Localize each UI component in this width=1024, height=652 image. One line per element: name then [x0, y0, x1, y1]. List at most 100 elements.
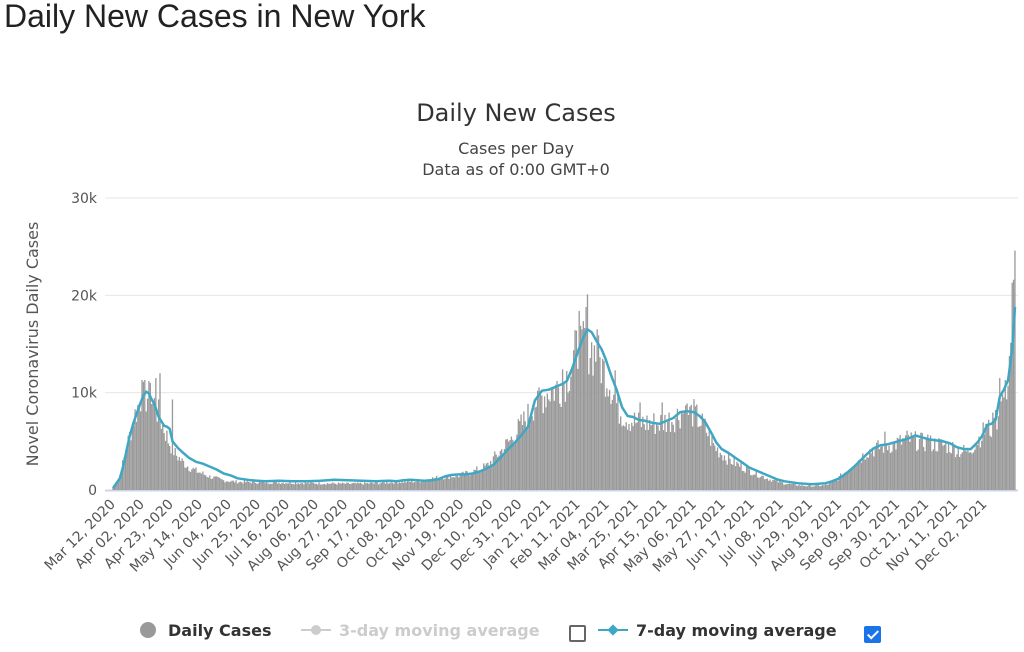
daily-case-bar	[647, 429, 650, 490]
daily-case-bar	[862, 453, 864, 490]
daily-case-bar	[335, 483, 337, 490]
daily-case-bar	[433, 478, 435, 490]
daily-case-bar	[462, 471, 464, 490]
daily-case-bar	[892, 441, 894, 490]
legend-item-7day-average[interactable]: 7-day moving average	[598, 618, 837, 642]
daily-case-bar	[366, 483, 369, 490]
daily-case-bar	[913, 436, 915, 490]
daily-case-bar	[1008, 355, 1011, 490]
daily-case-bar	[947, 441, 950, 490]
daily-case-bar	[953, 445, 955, 490]
daily-case-bar	[566, 370, 568, 490]
daily-case-bar	[618, 423, 620, 490]
daily-case-bar	[236, 483, 239, 490]
daily-case-bar	[138, 403, 140, 490]
daily-case-bar	[721, 455, 723, 490]
daily-case-bar	[530, 418, 532, 490]
daily-case-bar	[501, 449, 503, 490]
daily-case-bar	[539, 393, 542, 490]
toggle-3day-average-checkbox[interactable]	[569, 625, 586, 642]
daily-case-bar	[997, 416, 1000, 490]
daily-case-bar	[222, 480, 225, 490]
daily-case-bar	[928, 440, 930, 490]
daily-case-bar	[449, 476, 452, 490]
daily-case-bar	[852, 468, 854, 490]
daily-case-bar	[646, 415, 648, 490]
daily-case-bar	[467, 473, 470, 490]
daily-case-bar	[326, 483, 329, 490]
daily-case-bar	[589, 358, 591, 490]
daily-case-bar	[949, 452, 951, 490]
daily-case-bar	[317, 484, 319, 490]
daily-case-bar	[657, 425, 659, 490]
daily-case-bar	[1003, 397, 1005, 490]
daily-case-bar	[687, 414, 690, 490]
daily-case-bar	[696, 404, 698, 490]
daily-case-bar	[218, 477, 221, 490]
chart-subtitle-2: Data as of 0:00 GMT+0	[422, 160, 610, 179]
daily-case-bar	[332, 482, 334, 490]
daily-case-bar	[274, 481, 276, 490]
daily-case-bar	[649, 420, 651, 490]
daily-case-bar	[873, 456, 875, 490]
daily-case-bar	[842, 473, 845, 490]
daily-case-bar	[734, 466, 737, 490]
daily-case-bar	[383, 482, 385, 490]
daily-case-bar	[116, 481, 118, 490]
daily-case-bar	[621, 426, 623, 490]
daily-case-bar	[705, 432, 708, 490]
daily-case-bar	[837, 480, 839, 490]
daily-case-bar	[134, 409, 136, 490]
daily-case-bar	[463, 474, 466, 490]
daily-case-bar	[329, 483, 331, 490]
daily-case-bar	[406, 480, 409, 490]
daily-case-bar	[756, 477, 759, 490]
daily-case-bar	[231, 480, 233, 490]
daily-case-bar	[624, 426, 626, 490]
daily-case-bar	[180, 461, 182, 490]
daily-case-bar	[485, 463, 488, 490]
daily-case-bar	[555, 384, 557, 490]
daily-case-bar	[593, 345, 596, 490]
daily-case-bar	[213, 476, 215, 490]
daily-case-bar	[347, 482, 349, 490]
daily-case-bar	[644, 430, 647, 490]
daily-case-bar	[830, 482, 832, 490]
daily-case-bar	[322, 484, 324, 490]
daily-case-bar	[809, 485, 811, 490]
daily-case-bar	[499, 450, 501, 490]
daily-case-bar	[974, 449, 976, 490]
daily-case-bar	[632, 426, 634, 490]
daily-case-bar	[629, 431, 632, 490]
daily-case-bar	[786, 484, 788, 490]
daily-case-bar	[131, 424, 133, 490]
daily-case-bar	[697, 426, 699, 490]
daily-case-bar	[833, 481, 835, 490]
daily-case-bar	[195, 467, 197, 490]
daily-case-bar	[278, 482, 280, 490]
daily-case-bar	[654, 433, 656, 490]
legend-item-3day-average[interactable]: 3-day moving average	[301, 618, 540, 642]
daily-case-bar	[804, 485, 806, 490]
daily-case-bar	[882, 452, 885, 490]
daily-case-bar	[787, 483, 789, 490]
daily-case-bar	[225, 481, 228, 490]
daily-case-bar	[167, 443, 169, 490]
daily-case-bar	[382, 481, 384, 490]
daily-case-bar	[387, 483, 389, 490]
toggle-7day-average-checkbox[interactable]	[864, 626, 881, 643]
daily-case-bar	[355, 483, 358, 490]
daily-case-bar	[693, 399, 695, 490]
daily-case-bar	[169, 445, 171, 490]
daily-case-bar	[628, 424, 630, 490]
daily-case-bar	[220, 478, 222, 490]
daily-case-bar	[1014, 250, 1016, 490]
daily-case-bar	[812, 486, 814, 490]
daily-case-bar	[495, 454, 497, 490]
daily-case-bar	[694, 406, 697, 490]
daily-case-bar	[996, 429, 998, 490]
daily-case-bar	[454, 477, 456, 490]
legend-item-daily-cases[interactable]: Daily Cases	[140, 618, 271, 642]
daily-case-bar	[708, 429, 710, 490]
daily-case-bar	[701, 413, 703, 490]
